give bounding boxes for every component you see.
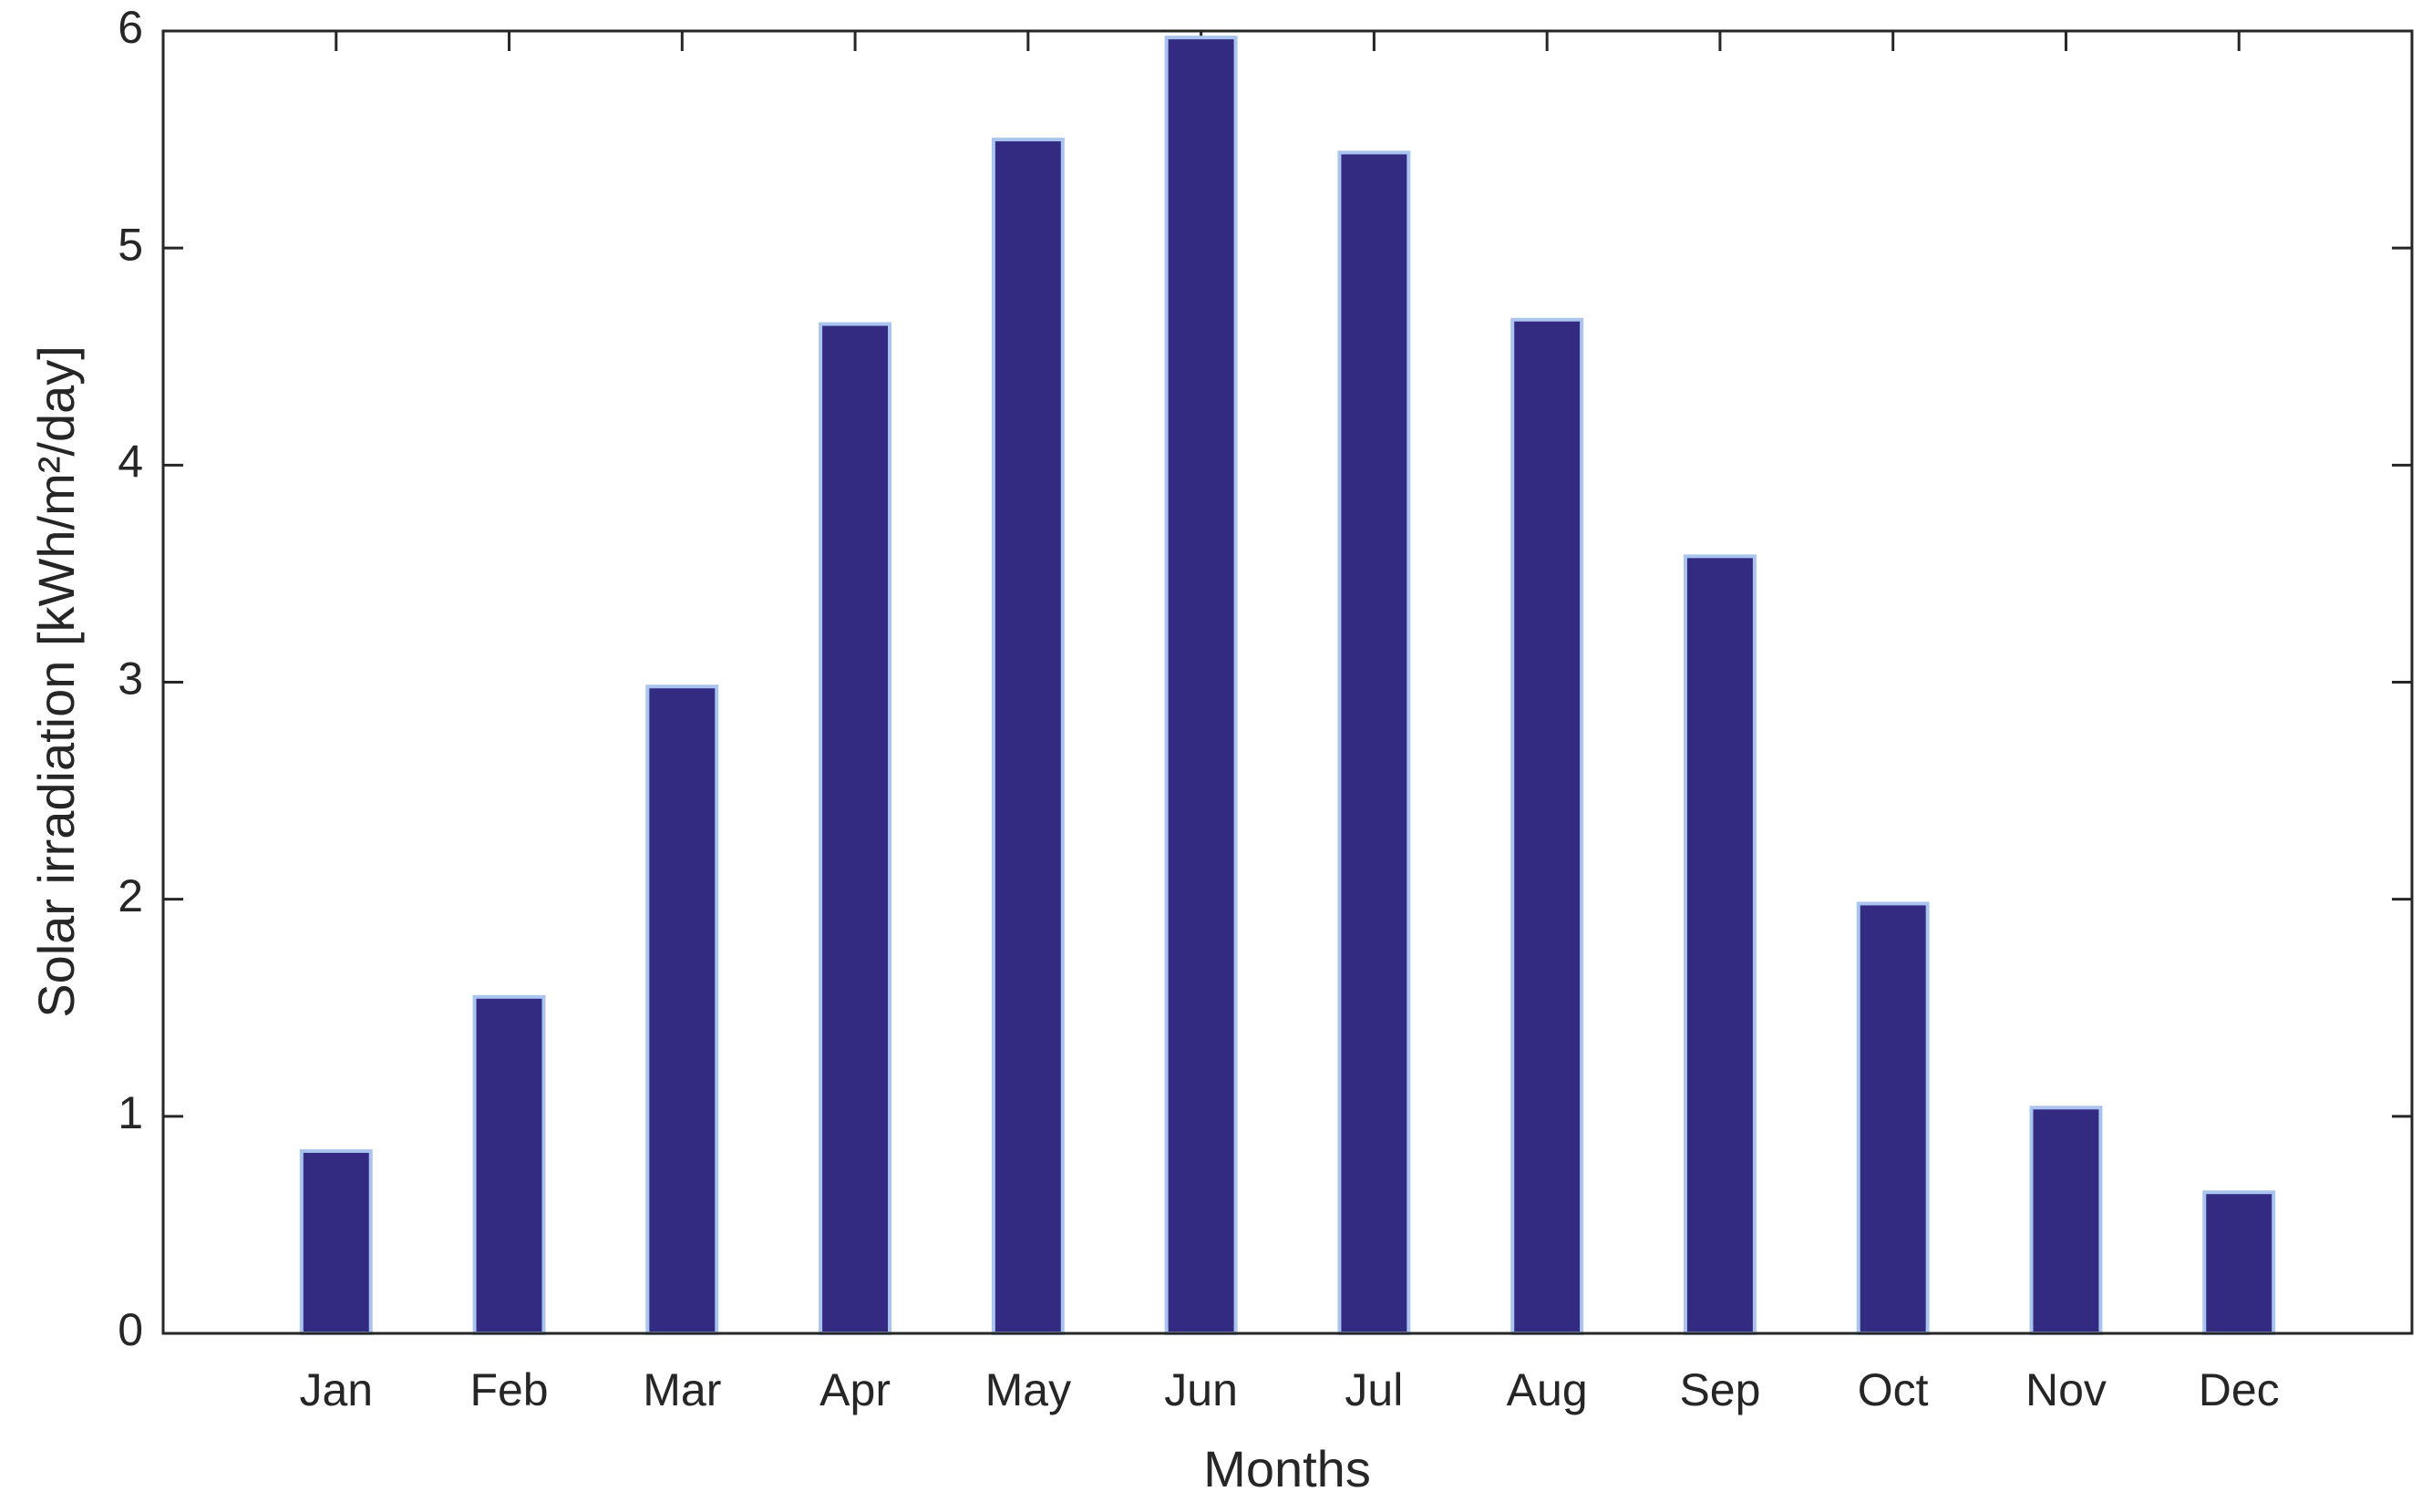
plot-frame xyxy=(161,29,2414,1335)
x-tick-label: Jul xyxy=(1345,1364,1403,1415)
bar xyxy=(1683,554,1757,1335)
x-tick-label: May xyxy=(985,1364,1071,1415)
bar xyxy=(1337,150,1411,1336)
x-tick-label: Dec xyxy=(2199,1364,2280,1415)
x-tick-label: Feb xyxy=(469,1364,548,1415)
x-tick-label: Apr xyxy=(819,1364,891,1415)
bar xyxy=(2029,1106,2103,1335)
x-axis-label: Months xyxy=(1203,1440,1371,1497)
bar xyxy=(1164,36,1238,1335)
y-tick-label: 4 xyxy=(118,437,143,488)
x-tick-label: Jan xyxy=(299,1364,373,1415)
y-tick-label: 3 xyxy=(118,653,143,705)
x-tick-label: Mar xyxy=(643,1364,721,1415)
bar xyxy=(299,1148,373,1335)
x-tick-label: Aug xyxy=(1507,1364,1588,1415)
x-tick-label: Nov xyxy=(2025,1364,2107,1415)
bar xyxy=(472,994,546,1335)
y-axis-label: Solar irradiation [kWh/m²/day] xyxy=(27,345,85,1018)
bar xyxy=(991,138,1065,1335)
x-tick-label: Jun xyxy=(1164,1364,1238,1415)
y-tick-label: 0 xyxy=(118,1304,143,1355)
x-tick-label: Sep xyxy=(1679,1364,1760,1415)
x-tick-label: Oct xyxy=(1858,1364,1929,1415)
bar xyxy=(1510,317,1584,1335)
y-tick-label: 2 xyxy=(118,870,143,921)
bar xyxy=(819,322,892,1335)
y-tick-label: 1 xyxy=(118,1087,143,1138)
y-tick-label: 6 xyxy=(118,2,143,53)
y-tick-label: 5 xyxy=(118,219,143,270)
bar xyxy=(1856,901,1930,1335)
bar xyxy=(645,684,719,1335)
bar xyxy=(2202,1190,2276,1335)
